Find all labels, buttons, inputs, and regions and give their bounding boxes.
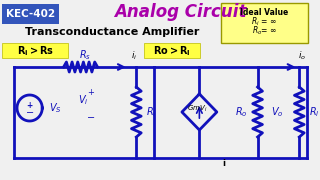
Text: −: − bbox=[87, 113, 95, 123]
Text: $V_o$: $V_o$ bbox=[271, 105, 283, 119]
Text: $V_S$: $V_S$ bbox=[49, 101, 62, 115]
Text: Transconductance Amplifier: Transconductance Amplifier bbox=[25, 27, 199, 37]
FancyBboxPatch shape bbox=[221, 3, 308, 43]
Text: $i_i$: $i_i$ bbox=[131, 50, 137, 62]
Text: Ideal Value: Ideal Value bbox=[240, 8, 289, 17]
Text: $i_o$: $i_o$ bbox=[298, 50, 307, 62]
Text: KEC-402: KEC-402 bbox=[6, 9, 55, 19]
Text: $R_o$: $R_o$ bbox=[235, 105, 248, 119]
FancyBboxPatch shape bbox=[144, 43, 200, 58]
Text: $V_i$: $V_i$ bbox=[78, 93, 88, 107]
Text: −: − bbox=[26, 108, 34, 118]
Text: $R_l$: $R_l$ bbox=[309, 105, 320, 119]
Text: Analog Circuit: Analog Circuit bbox=[114, 3, 246, 21]
Text: $R_i$ = $\infty$: $R_i$ = $\infty$ bbox=[252, 16, 277, 28]
Text: $R_o$= $\infty$: $R_o$= $\infty$ bbox=[252, 25, 277, 37]
Text: $GmV_i$: $GmV_i$ bbox=[187, 104, 208, 114]
Text: +: + bbox=[87, 87, 94, 96]
Text: $\bf{Ro>R_l}$: $\bf{Ro>R_l}$ bbox=[153, 44, 191, 58]
Text: $\bf{R_i > Rs}$: $\bf{R_i > Rs}$ bbox=[17, 44, 54, 58]
FancyBboxPatch shape bbox=[3, 4, 59, 24]
Text: $R_s$: $R_s$ bbox=[79, 48, 92, 62]
Text: +: + bbox=[27, 100, 33, 109]
Text: $R_i$: $R_i$ bbox=[146, 105, 157, 119]
Text: i: i bbox=[222, 159, 225, 168]
FancyBboxPatch shape bbox=[3, 43, 68, 58]
